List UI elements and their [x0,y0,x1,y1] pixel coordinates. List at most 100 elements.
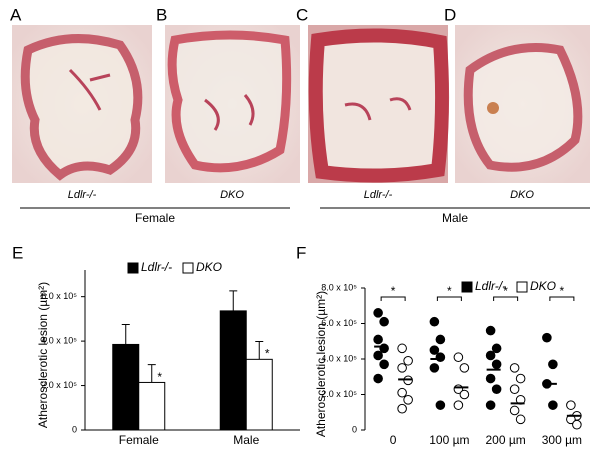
significance-bracket [436,296,462,301]
panel-label: D [444,5,456,24]
legend-label: Ldlr-/- [475,279,506,293]
histology-a [12,25,152,183]
panel-label: F [296,243,306,262]
histology-c [308,25,450,183]
data-point [548,359,558,370]
legend-swatch [127,262,139,274]
bar [138,381,166,431]
data-point [435,334,446,345]
genotype-label: DKO [220,189,244,201]
data-point [542,332,552,343]
data-point [485,325,496,336]
data-point [453,352,464,363]
data-point [435,400,446,410]
y-tick-label: 0 [352,424,357,434]
bar [112,343,140,431]
significance-bracket [549,296,575,301]
data-point [515,373,526,384]
legend-label: DKO [196,260,222,274]
error-bar [255,341,264,360]
data-point [566,400,576,410]
error-bar [121,323,130,345]
data-point [429,363,440,373]
data-point [491,384,502,394]
x-tick-label: 0 [390,433,397,447]
error-bar [229,290,238,311]
y-tick-label: 2.0 x 10⁵ [41,380,77,390]
data-point [509,384,520,394]
data-point [485,373,496,384]
x-tick-label: 200 µm [485,433,525,447]
significance-mark: * [157,370,162,384]
data-point [403,395,413,405]
data-point [373,334,383,345]
data-point [429,316,440,327]
data-point [397,363,407,373]
data-point [491,359,502,370]
bar [245,358,273,431]
x-tick-label: 300 µm [542,433,582,447]
data-point [485,400,496,410]
significance-mark: * [447,284,452,298]
panel-label: E [12,243,23,262]
histology-b [165,25,300,183]
x-tick-label: 100 µm [429,433,469,447]
data-point [453,400,464,410]
genotype-label: DKO [510,189,534,201]
data-point [373,350,383,361]
data-point [459,363,470,373]
data-point [429,345,440,355]
y-axis-label: Atherosclerotic lesion (µm²) [36,282,50,428]
data-point [379,359,389,370]
x-tick-label: Male [233,433,259,447]
data-point [373,373,383,384]
data-point [572,419,582,430]
x-tick-label: Female [119,433,159,447]
legend-swatch [182,262,194,274]
data-point [403,355,413,366]
error-bar [147,364,156,383]
group-label: Female [135,211,175,225]
bar [219,310,247,431]
data-point [373,308,383,318]
data-point [379,343,389,354]
y-tick-label: 4.0 x 10⁵ [41,335,77,345]
data-point [397,403,407,414]
legend-swatch [516,281,528,293]
group-label: Male [442,211,468,225]
significance-mark: * [265,347,270,361]
panel-label: A [10,5,22,24]
legend-label: Ldlr-/- [141,260,172,274]
panel-label: B [156,5,167,24]
y-tick-label: 6.0 x 10⁵ [41,291,77,301]
legend-label: DKO [530,279,556,293]
data-point [379,316,389,327]
y-axis-label: Atherosclerotic lesion (µm²) [314,291,328,437]
legend-swatch [461,281,473,293]
data-point [397,387,407,398]
significance-mark: * [560,284,565,298]
genotype-label: Ldlr-/- [68,189,97,201]
histology-images [12,25,590,209]
data-point [491,343,502,354]
data-point [509,363,520,373]
genotype-label: Ldlr-/- [364,189,393,201]
y-tick-label: 4.0 x 10⁵ [321,353,357,363]
significance-bracket [380,296,406,301]
data-point [485,350,496,361]
y-tick-label: 0 [72,424,77,434]
significance-bracket [493,296,519,301]
data-point [515,414,526,425]
data-point [548,400,558,410]
y-tick-label: 8.0 x 10⁵ [321,282,357,292]
data-point [435,352,446,363]
data-point [509,405,520,416]
data-point [397,343,407,354]
significance-mark: * [391,284,396,298]
y-tick-label: 2.0 x 10⁵ [321,389,357,399]
y-tick-label: 6.0 x 10⁵ [321,318,357,328]
histology-d [455,25,590,183]
data-point [459,389,470,400]
significance-mark: * [503,284,508,298]
